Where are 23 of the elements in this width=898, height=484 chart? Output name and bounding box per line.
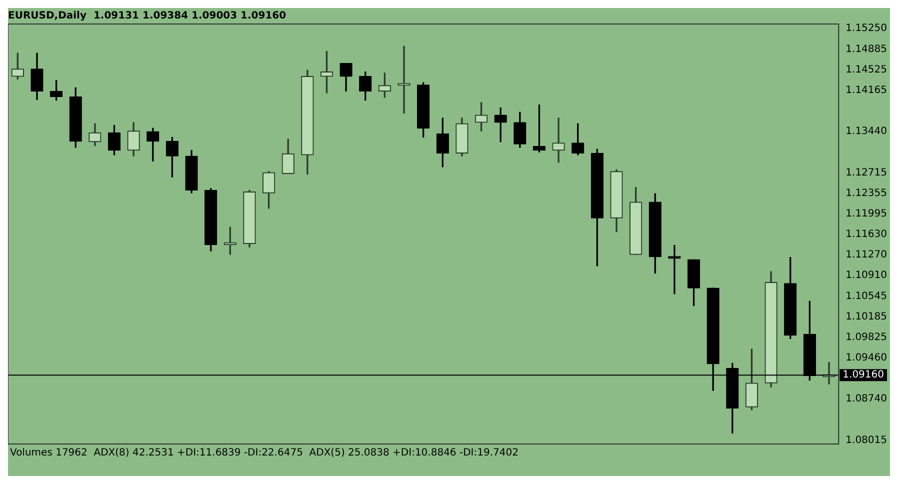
candlestick	[668, 245, 681, 294]
y-tick-label: 1.13440	[846, 126, 888, 138]
y-tick-label: 1.10545	[846, 290, 888, 302]
y-tick-label: 1.12715	[846, 167, 888, 178]
y-tick-label: 1.11270	[846, 250, 888, 261]
y-tick-label: 1.14525	[846, 64, 888, 76]
y-tick-label: 1.11630	[846, 229, 888, 240]
y-tick-label: 1.08015	[846, 434, 888, 446]
y-tick-label: 1.15250	[846, 23, 888, 34]
y-tick-label: 1.14885	[846, 44, 888, 55]
y-tick-label: 1.14165	[846, 84, 888, 96]
ref-line-label: 1.09160	[842, 370, 884, 381]
candlestick	[398, 46, 410, 114]
candlestick	[552, 118, 565, 163]
text: Volumes 17962 ADX(8) 42.2531 +DI:11.6839 -DI:22.6475 ADX(5) 25.0838 +DI:10.8846 -DI:19.7402	[10, 448, 518, 459]
y-tick-label: 1.12355	[846, 188, 888, 199]
y-tick-label: 1.09460	[846, 352, 888, 364]
chart-title: EURUSD,Daily 1.09131 1.09384 1.09003 1.09160	[8, 10, 286, 22]
y-tick-label: 1.08740	[846, 394, 888, 405]
y-tick-label: 1.09825	[846, 332, 888, 343]
y-tick-label: 1.10910	[846, 270, 888, 282]
y-tick-label: 1.10185	[846, 311, 888, 322]
y-tick-label: 1.11995	[846, 208, 888, 220]
